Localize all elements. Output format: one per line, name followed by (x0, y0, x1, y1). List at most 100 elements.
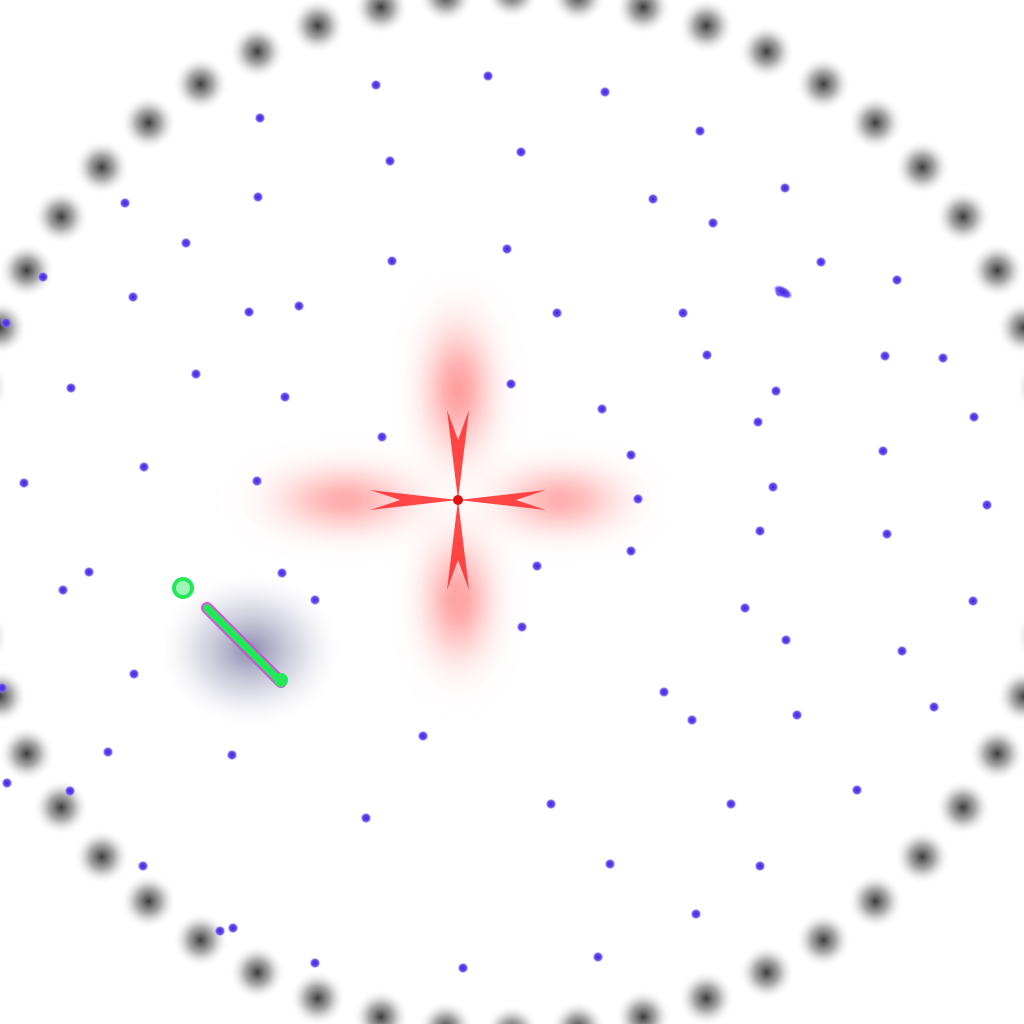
boundary-blob (0, 608, 8, 664)
particle (294, 301, 304, 311)
particle (227, 750, 237, 760)
boundary-blob (74, 829, 130, 885)
particle (678, 308, 688, 318)
particle (648, 194, 658, 204)
particle (968, 596, 978, 606)
boundary-blob (484, 1004, 540, 1024)
particle (882, 529, 892, 539)
boundary-blob (290, 970, 346, 1024)
boundary-blob (1016, 360, 1024, 416)
boundary-blob (678, 0, 734, 54)
particle (532, 561, 542, 571)
particle (726, 799, 736, 809)
particle (626, 450, 636, 460)
particle (181, 238, 191, 248)
particle (771, 386, 781, 396)
boundary-blob (121, 95, 177, 151)
particle (969, 412, 979, 422)
boundary-blob (353, 989, 409, 1024)
boundary-blob (795, 912, 851, 968)
boundary-blob (894, 139, 950, 195)
boundary-blob (0, 668, 28, 724)
particle (753, 417, 763, 427)
particle (2, 778, 12, 788)
boundary-blob (969, 242, 1024, 298)
particle (781, 635, 791, 645)
particle (852, 785, 862, 795)
particle (65, 786, 75, 796)
particle (892, 275, 902, 285)
boundary-blob (121, 873, 177, 929)
boundary-blob (739, 944, 795, 1000)
particle (228, 923, 238, 933)
boundary-blob (229, 24, 285, 80)
boundary-blob (935, 189, 991, 245)
particle (38, 272, 48, 282)
particle (215, 926, 225, 936)
particle (252, 476, 262, 486)
particle (120, 198, 130, 208)
boundary-blob (969, 726, 1024, 782)
particle (597, 404, 607, 414)
green-ring-cursor-icon (174, 579, 192, 597)
particle (626, 546, 636, 556)
boundary-blob (290, 0, 346, 54)
particle (1, 318, 11, 328)
boundary-blob (847, 95, 903, 151)
particle (371, 80, 381, 90)
particle (552, 308, 562, 318)
particle (878, 446, 888, 456)
boundary-blob (996, 668, 1024, 724)
particle (708, 218, 718, 228)
boundary-blob (550, 1000, 606, 1024)
particle (84, 567, 94, 577)
particle (19, 478, 29, 488)
particle (768, 482, 778, 492)
boundary-blob (74, 139, 130, 195)
particle (280, 392, 290, 402)
particle (387, 256, 397, 266)
particle (418, 731, 428, 741)
boundary-blob (615, 0, 671, 35)
particle (244, 307, 254, 317)
boundary-blob (550, 0, 606, 24)
boundary-blob (33, 779, 89, 835)
boundary-blob (0, 726, 55, 782)
particle (103, 747, 113, 757)
particle (659, 687, 669, 697)
particle (191, 369, 201, 379)
particle (929, 702, 939, 712)
boundary-blob (739, 24, 795, 80)
particle (897, 646, 907, 656)
particle (792, 710, 802, 720)
particle (58, 585, 68, 595)
particle (593, 952, 603, 962)
boundary-blob (0, 360, 8, 416)
particle (139, 462, 149, 472)
particle (702, 350, 712, 360)
particle (687, 715, 697, 725)
particle (483, 71, 493, 81)
boundary-blob (418, 1000, 474, 1024)
particle (506, 379, 516, 389)
particle (633, 494, 643, 504)
boundary-blob (615, 989, 671, 1024)
particle (253, 192, 263, 202)
particle (458, 963, 468, 973)
boundary-blob (0, 242, 55, 298)
particle (361, 813, 371, 823)
boundary-blob (935, 779, 991, 835)
particle (377, 432, 387, 442)
particle (310, 958, 320, 968)
boundary-blob (996, 300, 1024, 356)
particle (780, 183, 790, 193)
particle (66, 383, 76, 393)
particle (546, 799, 556, 809)
boundary-blob (173, 56, 229, 112)
particle (517, 622, 527, 632)
particle (516, 147, 526, 157)
boundary-blob (353, 0, 409, 35)
particle (255, 113, 265, 123)
boundary-blob (173, 912, 229, 968)
